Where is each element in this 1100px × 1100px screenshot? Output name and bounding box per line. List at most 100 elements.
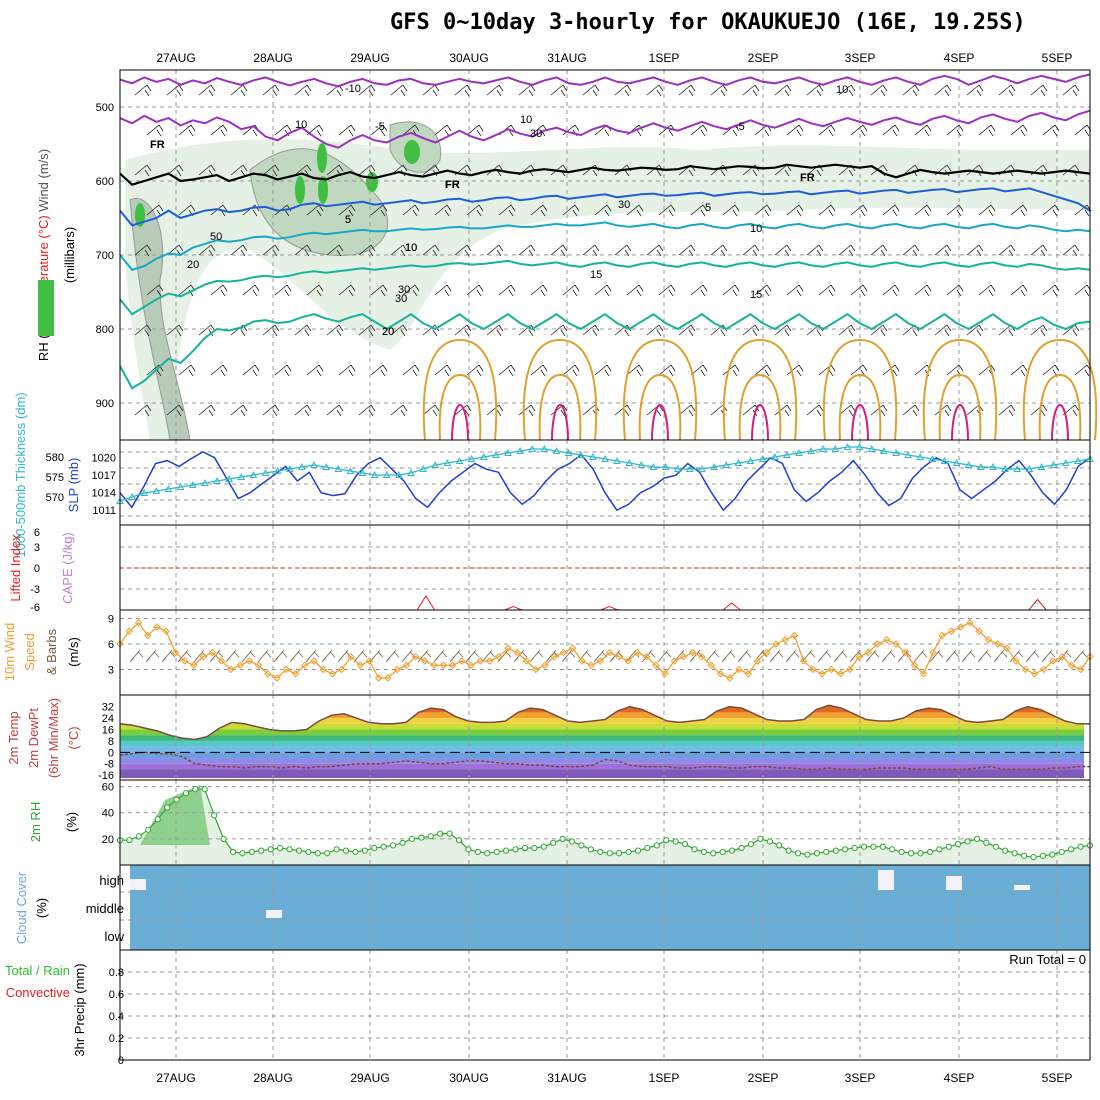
- wind-speed-point: [458, 657, 466, 665]
- surface-wind-barb: [977, 649, 992, 663]
- wind-barb: [1030, 324, 1048, 337]
- temperature-contour-30: [938, 373, 982, 441]
- wind-barb: [306, 204, 324, 217]
- rh-core: [295, 176, 305, 204]
- wind-speed-point: [883, 636, 891, 644]
- wind-speed-point: [532, 665, 540, 674]
- surface-wind-barb: [641, 649, 656, 663]
- temperature-contour-25: [822, 338, 898, 441]
- rh-point: [851, 844, 858, 852]
- wind-barb: [486, 84, 504, 97]
- wind-speed-point: [642, 653, 651, 661]
- rh-line: [120, 788, 1091, 858]
- temp-tick: 32: [102, 702, 114, 714]
- wind-barb: [274, 124, 292, 137]
- thickness-point: [576, 450, 585, 458]
- surface-wind-barb: [561, 649, 576, 663]
- rh-point: [371, 844, 378, 852]
- pressure-tick: 800: [96, 324, 114, 336]
- contour-label: -10: [345, 83, 361, 95]
- thickness-point: [686, 464, 694, 472]
- surface-wind-barb: [609, 649, 624, 663]
- wind-speed-point: [301, 661, 309, 669]
- slp-tick: 1014: [92, 488, 116, 500]
- surface-wind-barb: [1041, 649, 1056, 663]
- wind-speed-point: [975, 627, 983, 635]
- rh-point: [729, 847, 736, 854]
- wind-barb: [454, 324, 472, 337]
- rh-point: [211, 812, 218, 819]
- temperature-contour-35: [451, 403, 469, 441]
- thickness-point: [867, 444, 876, 452]
- wind-barb: [722, 364, 740, 377]
- wind-barb: [582, 84, 600, 97]
- wind-barb: [838, 244, 856, 257]
- wind-barb: [1042, 124, 1060, 137]
- slp-tick: 1020: [92, 453, 116, 465]
- surface-wind-barb: [657, 649, 672, 663]
- thickness-point: [698, 464, 706, 472]
- wind-barb: [326, 84, 344, 97]
- rh-point: [408, 835, 416, 842]
- wind-speed-point: [836, 670, 845, 678]
- wind-speed-point: [162, 627, 170, 635]
- wind-barb: [626, 204, 644, 217]
- wind-barb: [774, 404, 792, 417]
- wind-barb: [594, 204, 612, 217]
- slp-tick: 1011: [92, 505, 116, 517]
- thickness-point: [285, 464, 294, 472]
- wind-barb: [882, 124, 900, 137]
- rh-point: [823, 848, 830, 856]
- wind-speed-point: [291, 670, 300, 678]
- wind-speed-point: [227, 665, 235, 674]
- wind-barb: [998, 244, 1016, 257]
- rh-point: [870, 843, 877, 850]
- wind-speed-point: [1030, 670, 1039, 678]
- surface-wind-barb: [145, 649, 160, 663]
- thickness-point: [164, 484, 173, 492]
- wind-speed-point: [679, 653, 688, 661]
- rh-point: [390, 842, 397, 849]
- wind-speed-point: [245, 657, 254, 665]
- rh-point: [625, 848, 632, 856]
- contour-label: 30: [618, 199, 630, 211]
- rh-point: [163, 804, 171, 811]
- rh-point: [644, 844, 651, 852]
- wind-speed-point: [578, 657, 586, 665]
- surface-wind-barb: [961, 649, 976, 663]
- wind-speed-point: [328, 670, 337, 678]
- contour-label: -5: [375, 121, 385, 133]
- rh-point: [1049, 851, 1056, 858]
- temperature-contour-35: [751, 403, 769, 441]
- rh-point: [804, 851, 811, 858]
- rh-point: [578, 842, 585, 849]
- wind-barb: [210, 364, 228, 377]
- rh-point: [154, 816, 161, 823]
- surface-wind-barb: [353, 649, 368, 663]
- rh-point: [559, 835, 566, 842]
- thickness-point: [722, 460, 731, 468]
- wind-barb: [754, 364, 772, 377]
- wind-barb: [710, 244, 728, 257]
- cloud-background: [130, 865, 1090, 950]
- rh-point: [248, 848, 255, 856]
- wind-barb: [230, 404, 248, 417]
- rh-point: [860, 843, 868, 850]
- contour-label: 10: [836, 84, 848, 96]
- thickness-point: [1037, 462, 1046, 470]
- rh-point: [700, 848, 707, 856]
- thickness-point: [370, 470, 379, 478]
- rh-point: [719, 848, 726, 856]
- temperature-contour-10: [119, 221, 1091, 271]
- wind-barb: [754, 284, 772, 297]
- thickness-point: [637, 460, 646, 468]
- wind-barb: [550, 404, 568, 417]
- wind-speed-point: [744, 670, 752, 678]
- rh-point: [324, 850, 331, 857]
- wind-barb: [146, 124, 164, 137]
- thickness-point: [467, 454, 476, 462]
- thickness-point: [237, 472, 246, 480]
- wind-barb: [198, 244, 216, 257]
- wind-barb: [946, 204, 964, 217]
